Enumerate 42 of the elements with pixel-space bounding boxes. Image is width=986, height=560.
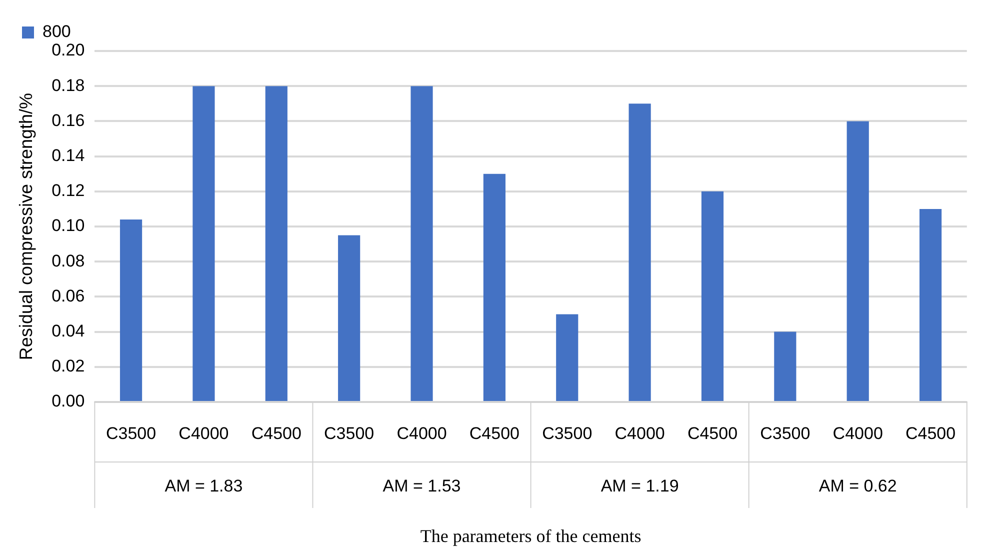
x-tick-label: C4000 [832,424,883,443]
bar [919,208,942,401]
x-tick-label: C3500 [542,424,592,443]
text: AM = 0.62 [818,476,897,496]
text: AM = 1.53 [382,476,461,496]
y-tick-label: 0.16 [52,110,85,130]
y-tick-label: 0.14 [52,146,85,165]
bar [556,314,578,401]
y-tick-label: 0.18 [52,76,85,95]
x-tick-label: C4500 [905,424,956,443]
x-axis-title: The parameters of the cements [420,526,642,546]
y-tick-label: 0.08 [52,251,85,270]
y-tick-label: 0.10 [52,216,85,236]
x-tick-label: C4000 [178,424,229,443]
bar [846,121,869,401]
bar [265,86,288,401]
x-tick-label: C3500 [760,424,810,443]
bar [192,86,215,401]
bar [701,191,724,401]
bar [628,104,651,401]
text: AM = 1.83 [164,476,243,496]
bar [483,174,506,401]
x-tick-label: C3500 [106,424,156,443]
legend-label: 800 [42,22,71,42]
bar [774,332,796,401]
y-tick-label: 0.00 [52,392,85,411]
y-tick-label: 0.12 [52,181,85,200]
y-tick-label: 0.20 [52,40,85,60]
bar [410,86,433,401]
x-tick-label: C4500 [469,424,520,443]
y-tick-label: 0.04 [52,321,85,340]
text: AM = 1.19 [600,476,679,496]
bar [120,219,142,401]
x-tick-label: C4000 [614,424,665,443]
y-tick-label: 0.02 [52,356,85,376]
x-tick-label: C4000 [396,424,447,443]
y-tick-label: 0.06 [52,286,85,306]
x-tick-label: C4500 [251,424,302,443]
x-tick-label: C4500 [687,424,738,443]
y-axis-title: Residual compressive strength/% [16,92,36,360]
x-tick-label: C3500 [324,424,374,443]
bar [338,235,360,401]
